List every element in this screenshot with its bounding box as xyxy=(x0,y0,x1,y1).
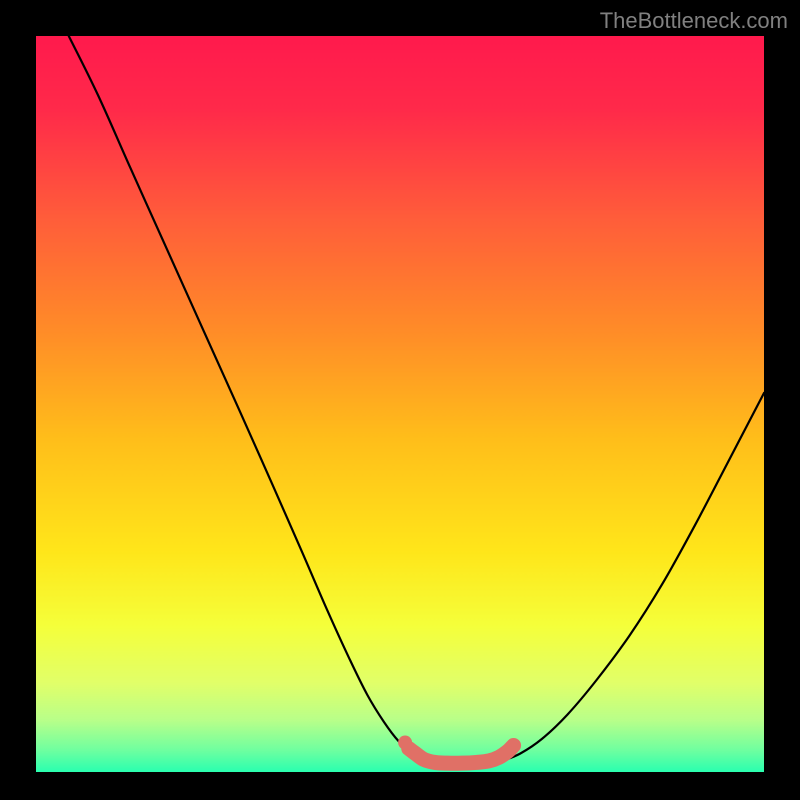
curve-layer xyxy=(36,36,764,772)
plot-area xyxy=(36,36,764,772)
left-branch-curve xyxy=(69,36,429,761)
basin-accent-curve xyxy=(409,746,514,764)
watermark-text: TheBottleneck.com xyxy=(600,8,788,34)
chart-container: TheBottleneck.com xyxy=(0,0,800,800)
basin-accent-dot xyxy=(398,736,412,750)
right-branch-curve xyxy=(502,393,764,761)
